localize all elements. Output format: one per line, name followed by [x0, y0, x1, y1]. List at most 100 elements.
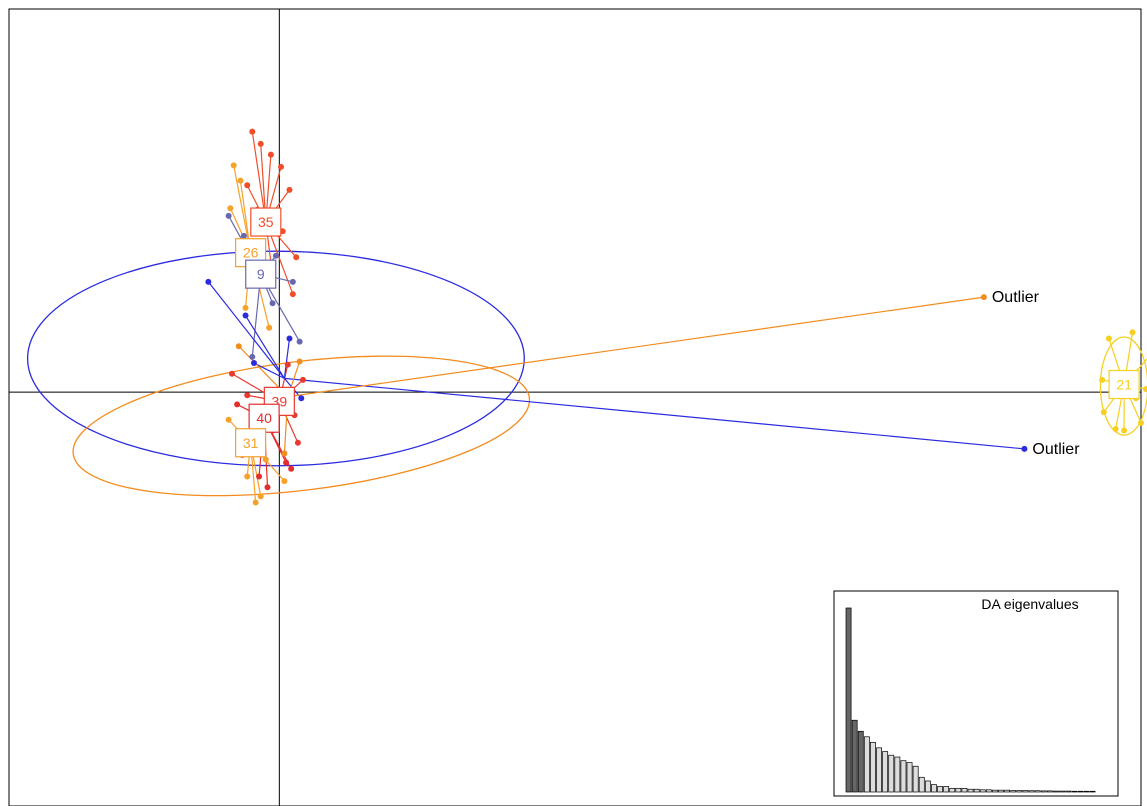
eigenvalue-bar	[900, 760, 907, 793]
eigenvalue-bar	[845, 607, 852, 793]
cluster-label-box	[248, 403, 280, 433]
data-point	[1112, 425, 1119, 432]
cluster-label-text: 31	[243, 435, 259, 451]
data-point	[257, 140, 264, 147]
data-point	[284, 361, 291, 368]
cluster-label-box	[1108, 369, 1140, 400]
eigenvalue-bar	[912, 765, 919, 793]
data-point	[235, 343, 242, 350]
eigenvalue-bar	[1010, 790, 1017, 793]
data-point	[286, 335, 293, 342]
data-point	[289, 291, 296, 298]
eigenvalue-bar	[1077, 790, 1084, 793]
data-point	[283, 459, 290, 466]
eigenvalue-bar	[985, 789, 992, 793]
eigenvalue-bar	[857, 730, 864, 793]
data-point	[230, 162, 237, 169]
data-point	[250, 360, 257, 367]
data-point	[293, 254, 300, 261]
data-point	[205, 278, 212, 285]
eigenvalue-bar	[918, 776, 925, 793]
data-point	[229, 370, 236, 377]
eigenvalue-bar	[882, 751, 889, 793]
cluster-label-text: 26	[243, 245, 259, 261]
cluster-ellipses	[26, 250, 1147, 497]
cluster-label-text: 40	[256, 410, 272, 426]
data-point	[294, 439, 301, 446]
eigenvalue-bar	[967, 788, 974, 793]
data-point	[1138, 419, 1144, 426]
data-point	[1100, 409, 1107, 416]
eigenvalue-bar	[1016, 790, 1023, 793]
data-point	[225, 416, 232, 423]
data-point	[249, 353, 256, 360]
eigenvalue-bar	[1053, 790, 1059, 793]
eigenvalue-bar	[1071, 790, 1078, 793]
spoke-line	[283, 338, 291, 379]
annotations: Outlier Outlier	[992, 289, 1080, 458]
data-point	[256, 473, 263, 480]
data-point	[234, 401, 241, 408]
cluster-label-box	[235, 428, 267, 458]
cluster-label: 31	[235, 428, 267, 458]
eigenvalue-bar	[876, 747, 882, 793]
eigenvalue-bar	[894, 756, 901, 793]
eigenvalue-inset: DA eigenvalues	[833, 590, 1119, 797]
eigenvalue-bar	[888, 754, 895, 793]
eigenvalue-bar	[937, 786, 943, 793]
eigenvalue-bar	[1083, 790, 1090, 793]
data-point	[264, 484, 271, 491]
eigenvalue-bar	[1028, 790, 1035, 793]
data-point	[266, 324, 273, 331]
eigenvalue-bar	[1034, 790, 1041, 793]
data-point	[262, 456, 269, 463]
eigenvalue-bar	[1065, 790, 1072, 793]
data-point	[298, 395, 305, 402]
spoke-line	[245, 315, 285, 379]
eigenvalue-bar	[1004, 789, 1011, 793]
spoke-line	[287, 296, 984, 398]
eigenvalue-bar	[1089, 790, 1096, 793]
data-point	[240, 232, 247, 239]
cluster-label-box	[245, 259, 277, 289]
eigenvalue-bar	[1059, 790, 1065, 793]
data-point	[244, 392, 251, 399]
eigenvalue-bar	[992, 789, 998, 793]
cluster-ellipse	[26, 250, 525, 467]
data-point	[267, 151, 274, 158]
eigenvalue-bar	[851, 719, 858, 793]
eigenvalue-bars	[845, 607, 1096, 793]
cluster-label: 40	[248, 403, 280, 433]
data-point	[299, 376, 306, 383]
data-point	[227, 205, 234, 212]
cluster-label: 21	[1108, 369, 1140, 400]
inset-title: DA eigenvalues	[981, 596, 1078, 612]
spoke-line	[253, 362, 285, 379]
eigenvalue-bar	[931, 784, 937, 793]
cluster-label: 35	[250, 207, 282, 237]
data-point	[286, 186, 293, 193]
data-point	[225, 212, 232, 219]
data-point	[296, 338, 303, 345]
data-point	[244, 182, 251, 189]
data-point	[1129, 329, 1136, 336]
cluster-label-text: 9	[257, 266, 265, 282]
data-point	[272, 252, 279, 259]
outlier-annotation: Outlier	[1032, 441, 1080, 458]
data-point	[269, 300, 276, 307]
eigenvalue-bar	[870, 741, 876, 793]
cluster-label-text: 35	[258, 214, 274, 230]
cluster-label-box	[250, 207, 282, 237]
data-point	[296, 358, 303, 365]
eigenvalue-bar	[943, 786, 950, 793]
eigenvalue-bar	[955, 787, 962, 793]
eigenvalue-bar	[863, 736, 870, 793]
spoke-line	[284, 377, 1025, 450]
data-point	[281, 478, 288, 485]
data-point	[249, 128, 256, 135]
spoke-line	[207, 281, 285, 379]
cluster-ellipse	[1099, 336, 1147, 436]
eigenvalue-bar	[961, 787, 968, 793]
cluster-ellipse	[72, 355, 531, 497]
eigenvalue-bar	[1040, 790, 1047, 793]
